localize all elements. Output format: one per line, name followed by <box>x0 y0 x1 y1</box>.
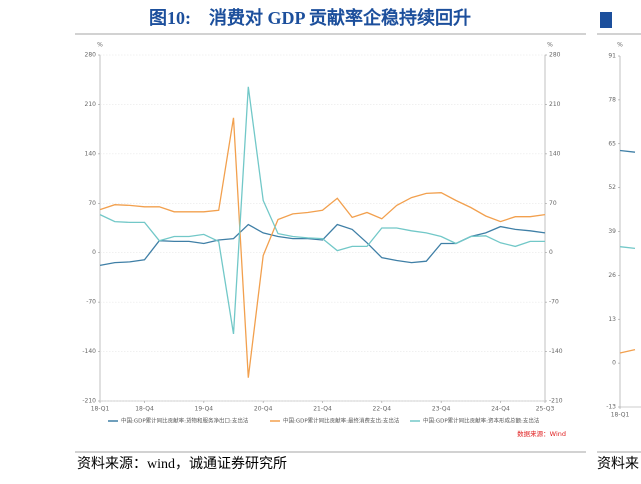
y2-tick-label: 210 <box>549 101 561 108</box>
y-unit: % <box>97 42 103 49</box>
chart-panel: -210 -140 -70 0 70 140 210 280 -210 -140 -70 0 70 140… <box>82 52 562 425</box>
y-tick-label: -13 <box>606 404 616 411</box>
y-tick-label: 52 <box>608 184 616 191</box>
y-tick-label: -70 <box>86 299 96 306</box>
figure-title: 图10: 消费对 GDP 贡献率企稳持续回升 <box>149 7 471 28</box>
legend-label: 中国:GDP累计同比贡献率:最终消费支出:支出法 <box>283 417 400 425</box>
y2-tick-label: 280 <box>549 52 561 59</box>
series-line <box>619 348 636 354</box>
series-line <box>619 246 636 250</box>
y-tick-label: 13 <box>608 316 616 323</box>
legend-label: 中国:GDP累计同比贡献率:货物和服务净出口:支出法 <box>121 417 249 425</box>
y-tick-label: 26 <box>608 272 616 279</box>
y-tick-label: 210 <box>85 101 97 108</box>
y2-tick-label: -70 <box>549 299 559 306</box>
y-tick-label: 65 <box>608 140 616 147</box>
x-tick-label: 25-Q3 <box>536 406 555 413</box>
chart-panel: -13 0 13 26 39 52 65 78 91 18-Q1 <box>606 53 641 419</box>
series-line <box>619 149 636 153</box>
y2-tick-label: 140 <box>549 150 561 157</box>
x-tick-label: 24-Q4 <box>491 406 510 413</box>
y-tick-label: -140 <box>82 348 96 355</box>
x-tick-label: 19-Q4 <box>195 406 214 413</box>
y2-unit: % <box>547 42 553 49</box>
y-tick-label: 78 <box>608 96 616 103</box>
series-line <box>99 86 545 335</box>
source: 数据来源：Wind <box>517 429 566 438</box>
y-tick-label: 280 <box>85 52 97 59</box>
x-tick-label: 22-Q4 <box>373 406 392 413</box>
y2-tick-label: -210 <box>549 398 563 405</box>
series-line <box>99 223 546 267</box>
x-tick-label: 21-Q4 <box>313 406 332 413</box>
x-tick-label: 18-Q1 <box>91 406 110 413</box>
title-fragment <box>600 12 612 28</box>
footer: 资料来 <box>597 456 639 472</box>
y-tick-label: 70 <box>88 200 96 207</box>
series-line <box>99 117 546 378</box>
y-tick-label: 0 <box>612 360 616 367</box>
x-tick-label: 18-Q4 <box>135 406 154 413</box>
x-tick-label: 23-Q4 <box>432 406 451 413</box>
y2-tick-label: 0 <box>549 249 553 256</box>
x-tick-label: 18-Q1 <box>611 412 630 419</box>
y-tick-label: 39 <box>608 228 616 235</box>
x-tick-label: 20-Q4 <box>254 406 273 413</box>
y2-tick-label: -140 <box>549 348 563 355</box>
y-tick-label: -210 <box>82 398 96 405</box>
y-tick-label: 140 <box>85 150 97 157</box>
y-unit: % <box>617 42 623 49</box>
y2-tick-label: 70 <box>549 200 557 207</box>
footer: 资料来源：wind，诚通证券研究所 <box>77 456 287 472</box>
y-tick-label: 91 <box>608 53 616 60</box>
legend-label: 中国:GDP累计同比贡献率:资本形成总额:支出法 <box>423 417 540 425</box>
y-tick-label: 0 <box>92 249 96 256</box>
